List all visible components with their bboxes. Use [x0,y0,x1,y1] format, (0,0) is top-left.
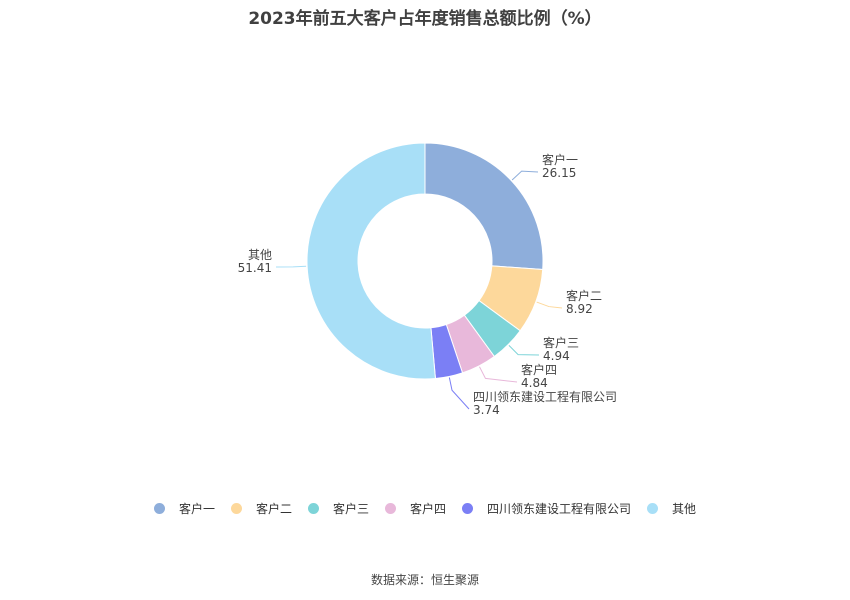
legend-item-3[interactable]: 客户三 [307,500,369,517]
pie-slice-1[interactable] [424,142,544,271]
legend-item-1[interactable]: 客户一 [153,500,215,517]
slice-label-2: 客户二 [566,288,602,303]
callout-line-6 [275,265,307,268]
legend-item-6[interactable]: 其他 [647,500,696,517]
slice-value-2: 8.92 [566,302,593,316]
slice-value-5: 3.74 [473,403,500,417]
slice-label-5: 四川领东建设工程有限公司 [473,389,617,404]
slice-value-1: 26.15 [542,166,576,180]
legend-item-4[interactable]: 客户四 [385,500,446,517]
callout-line-5 [448,377,470,410]
legend-swatch-icon [307,503,319,514]
legend-label: 其他 [672,502,697,516]
legend-item-2[interactable]: 客户二 [230,500,292,517]
legend-swatch-icon [462,503,474,514]
slice-label-4: 客户四 [521,362,557,377]
slice-value-6: 51.41 [238,261,272,275]
legend-label: 客户一 [178,502,215,516]
chart-title: 2023年前五大客户占年度销售总额比例（%） [248,9,602,29]
slice-label-6: 其他 [248,248,272,262]
legend-swatch-icon [647,503,659,514]
legend-label: 客户二 [255,502,292,516]
legend-swatch-icon [385,503,396,514]
callout-line-1 [511,170,539,181]
legend-label: 客户四 [410,502,447,516]
legend-item-5[interactable]: 四川领东建设工程有限公司 [462,500,631,517]
legend-label: 四川领东建设工程有限公司 [487,502,632,516]
slice-value-3: 4.94 [543,349,570,363]
chart-legend: 客户一 客户二 客户三 客户四 四川领东建设工程有限公司 其他 [0,500,850,517]
legend-label: 客户三 [332,502,369,516]
pie-slice-6[interactable] [306,142,436,380]
callout-line-4 [479,366,518,383]
callout-line-2 [536,301,563,309]
slice-label-1: 客户一 [542,152,578,167]
callout-line-3 [508,345,540,356]
slice-label-3: 客户三 [543,335,579,350]
slice-value-4: 4.84 [521,376,548,390]
legend-swatch-icon [153,503,165,514]
data-source: 数据来源：恒生聚源 [370,573,479,587]
legend-swatch-icon [230,503,242,514]
